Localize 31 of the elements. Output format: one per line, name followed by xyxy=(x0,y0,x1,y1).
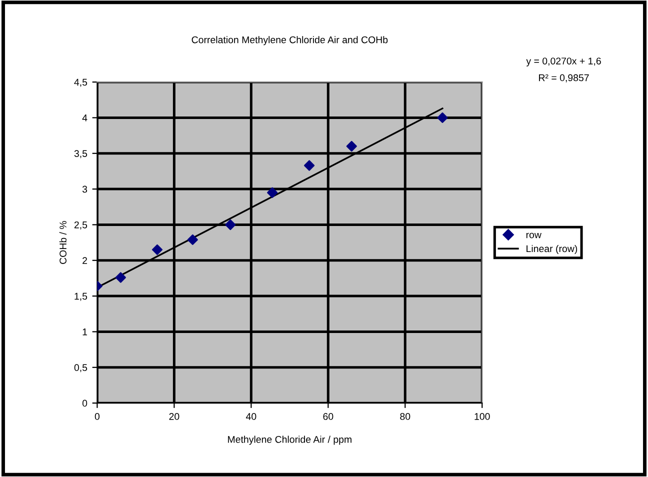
point xyxy=(304,160,315,171)
text: y = 0,0270x + 1,6 xyxy=(526,58,601,66)
y-tick-label: 3 xyxy=(82,186,88,193)
y-tick-label: 2,5 xyxy=(74,221,88,230)
x-tick-label: 60 xyxy=(323,413,334,420)
point xyxy=(437,112,448,124)
x-tick-label: 80 xyxy=(400,413,410,420)
point xyxy=(225,219,236,230)
x-tick-label: 100 xyxy=(474,413,490,420)
x-axis-title: Methylene Chloride Air / ppm xyxy=(228,436,352,445)
point xyxy=(267,187,278,198)
legend-label: row xyxy=(526,232,542,238)
y-tick-label: 4 xyxy=(82,114,88,122)
point xyxy=(346,140,357,152)
y-tick-label: 4,5 xyxy=(74,78,88,87)
point xyxy=(152,244,163,255)
point xyxy=(115,272,126,283)
text: R² = 0,9857 xyxy=(539,74,589,82)
point xyxy=(187,234,198,246)
y-tick-label: 2 xyxy=(82,257,87,264)
legend-label: Linear (row) xyxy=(526,244,578,254)
chart-title: Correlation Methylene Chloride Air and COHb xyxy=(192,36,388,46)
x-tick-label: 20 xyxy=(169,413,180,420)
x-tick-label: 40 xyxy=(246,413,256,420)
y-axis-title: COHb / % xyxy=(59,221,66,264)
y-tick-label: 0 xyxy=(82,400,88,407)
y-tick-label: 1,5 xyxy=(74,292,88,301)
x-tick-label: 0 xyxy=(94,413,100,420)
y-tick-label: 3,5 xyxy=(74,150,88,158)
y-tick-label: 0,5 xyxy=(74,364,88,372)
y-tick-label: 1 xyxy=(82,328,88,336)
